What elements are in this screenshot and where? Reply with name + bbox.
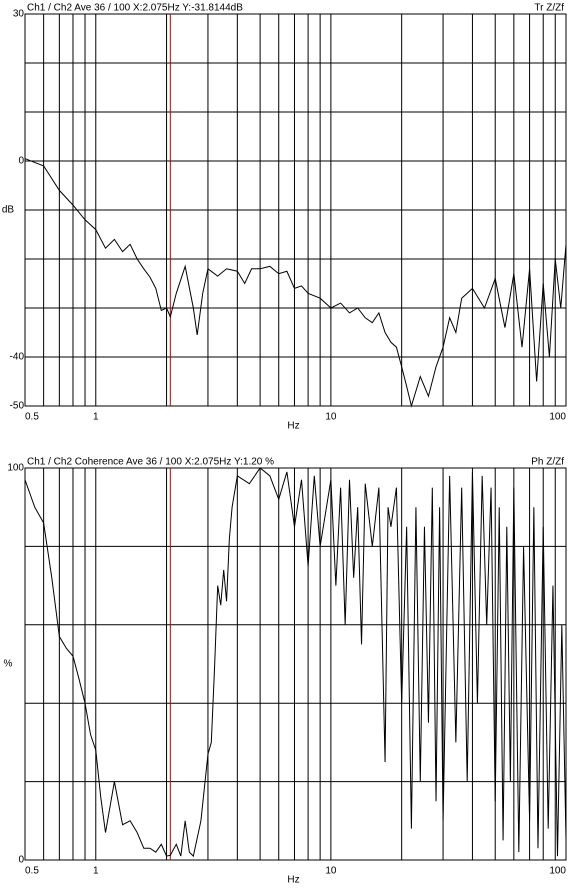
y-tick-label: 30	[13, 9, 25, 20]
y-tick-label: 100	[7, 463, 24, 474]
header-right-text: Tr Z/Zf	[534, 3, 564, 14]
x-tick-label: 1	[93, 412, 99, 423]
plot-background	[24, 467, 567, 861]
y-tick-label: 0	[18, 156, 24, 167]
data-line	[24, 467, 567, 858]
y-tick-label: 0	[18, 855, 24, 866]
header-text: Ch1 / Ch2 Coherence Ave 36 / 100 X:2.075…	[27, 457, 274, 468]
header-right-text: Ph Z/Zf	[531, 457, 564, 468]
header-background	[26, 2, 276, 13]
x-axis-label: Hz	[287, 421, 299, 432]
y-tick-label: -40	[10, 352, 25, 363]
x-tick-label: 0.5	[25, 866, 39, 877]
header-text: Ch1 / Ch2 Ave 36 / 100 X:2.075Hz Y:-31.8…	[27, 3, 243, 14]
x-tick-label: 100	[549, 866, 566, 877]
x-tick-label: 10	[325, 866, 337, 877]
x-tick-label: 0.5	[25, 412, 39, 423]
y-tick-label: -50	[10, 401, 25, 412]
y-axis-label: dB	[2, 205, 15, 216]
x-tick-label: 1	[93, 866, 99, 877]
header-background	[26, 456, 276, 467]
x-tick-label: 100	[549, 412, 566, 423]
data-line	[24, 158, 567, 408]
x-axis-label: Hz	[287, 875, 299, 886]
x-tick-label: 10	[325, 412, 337, 423]
y-axis-label: %	[4, 659, 13, 670]
